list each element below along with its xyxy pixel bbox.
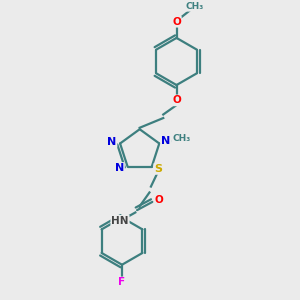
Text: N: N	[161, 136, 170, 146]
Text: F: F	[118, 278, 126, 287]
Text: S: S	[154, 164, 162, 174]
Text: CH₃: CH₃	[173, 134, 191, 143]
Text: N: N	[107, 137, 116, 147]
Text: N: N	[115, 163, 124, 173]
Text: O: O	[172, 17, 181, 27]
Text: HN: HN	[111, 216, 129, 226]
Text: O: O	[172, 95, 181, 105]
Text: O: O	[154, 195, 163, 205]
Text: CH₃: CH₃	[186, 2, 204, 11]
